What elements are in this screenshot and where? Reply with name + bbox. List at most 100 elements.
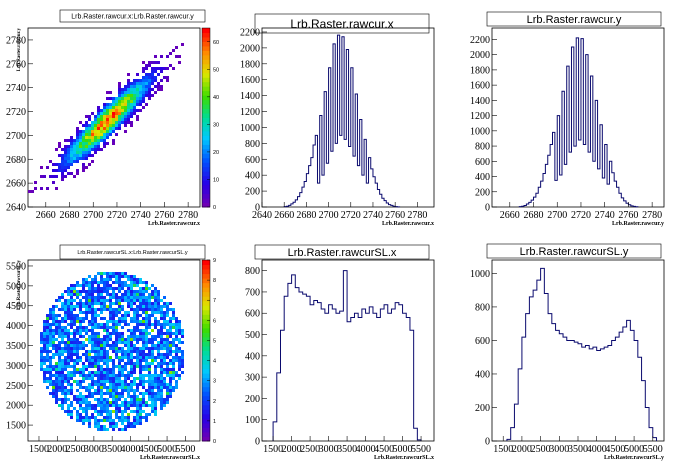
heatmap-cell xyxy=(157,398,160,401)
heatmap-cell xyxy=(151,347,154,350)
heatmap-cell xyxy=(88,311,91,314)
heatmap-cell xyxy=(118,359,121,362)
heatmap-cell xyxy=(103,401,106,404)
colorbar-segment xyxy=(202,278,210,284)
heatmap-cell xyxy=(85,407,88,410)
heatmap-cell xyxy=(130,305,133,308)
heatmap-cell xyxy=(46,371,49,374)
heatmap-cell xyxy=(64,299,67,302)
heatmap-cell xyxy=(148,371,151,374)
heatmap-cell xyxy=(43,326,46,329)
heatmap-cell xyxy=(64,335,67,338)
heatmap-cell xyxy=(106,416,109,419)
heatmap-cell xyxy=(94,320,97,323)
heatmap-cell xyxy=(121,395,124,398)
heatmap-cell xyxy=(160,392,163,395)
heatmap-cell xyxy=(166,305,169,308)
heatmap-cell xyxy=(85,401,88,404)
heatmap-cell xyxy=(46,323,49,326)
histogram-bin xyxy=(324,92,326,207)
heatmap-cell xyxy=(145,338,148,341)
heatmap-cell xyxy=(100,130,103,133)
heatmap-cell xyxy=(112,401,115,404)
heatmap-cell xyxy=(121,374,124,377)
heatmap-cell xyxy=(82,422,85,425)
heatmap-cell xyxy=(160,377,163,380)
heatmap-cell xyxy=(160,308,163,311)
heatmap-cell xyxy=(91,383,94,386)
heatmap-cell xyxy=(70,377,73,380)
heatmap-cell xyxy=(43,344,46,347)
histogram-bin xyxy=(303,294,307,441)
heatmap-cell xyxy=(124,416,127,419)
colorbar-segment xyxy=(202,95,210,101)
heatmap-cell xyxy=(139,281,142,284)
heatmap-cell xyxy=(64,157,67,160)
heatmap-cell xyxy=(109,287,112,290)
heatmap-cell xyxy=(61,154,64,157)
heatmap-cell xyxy=(130,389,133,392)
heatmap-cell xyxy=(109,383,112,386)
y-tick-label: 200 xyxy=(475,187,490,198)
heatmap-cell xyxy=(151,374,154,377)
y-tick-label: 1600 xyxy=(470,81,490,92)
heatmap-cell xyxy=(112,386,115,389)
colorbar-segment xyxy=(202,418,210,424)
heatmap-cell xyxy=(97,314,100,317)
heatmap-cell xyxy=(85,308,88,311)
heatmap-cell xyxy=(121,320,124,323)
heatmap-cell xyxy=(121,106,124,109)
heatmap-cell xyxy=(61,169,64,172)
heatmap-cell xyxy=(160,305,163,308)
x-axis-label: Lrb.Raster.rawcurSL.x xyxy=(140,455,200,461)
heatmap-cell xyxy=(136,416,139,419)
heatmap-cell xyxy=(82,290,85,293)
heatmap-cell xyxy=(109,374,112,377)
heatmap-cell xyxy=(115,308,118,311)
heatmap-cell xyxy=(139,413,142,416)
colorbar-segment xyxy=(202,130,210,136)
heatmap-cell xyxy=(97,410,100,413)
heatmap-cell xyxy=(145,67,148,70)
heatmap-cell xyxy=(151,82,154,85)
heatmap-cell xyxy=(154,410,157,413)
heatmap-cell xyxy=(82,148,85,151)
heatmap-cell xyxy=(160,311,163,314)
heatmap-cell xyxy=(100,317,103,320)
heatmap-cell xyxy=(175,359,178,362)
heatmap-cell xyxy=(103,359,106,362)
heatmap-cell xyxy=(136,284,139,287)
heatmap-cell xyxy=(49,338,52,341)
heatmap-cell xyxy=(112,323,115,326)
x-tick-label: 5000 xyxy=(624,444,644,455)
histogram-bin xyxy=(354,313,358,441)
heatmap-cell xyxy=(118,377,121,380)
heatmap-cell xyxy=(169,347,172,350)
heatmap-cell xyxy=(124,296,127,299)
heatmap-cell xyxy=(154,299,157,302)
heatmap-cell xyxy=(118,88,121,91)
heatmap-cell xyxy=(151,362,154,365)
heatmap-cell xyxy=(154,377,157,380)
heatmap-cell xyxy=(163,76,166,79)
heatmap-cell xyxy=(166,341,169,344)
heatmap-cell xyxy=(136,85,139,88)
heatmap-cell xyxy=(40,341,43,344)
colorbar-tick-label: 10 xyxy=(213,177,219,183)
heatmap-cell xyxy=(46,365,49,368)
heatmap-cell xyxy=(130,332,133,335)
heatmap-cell xyxy=(136,299,139,302)
heatmap-cell xyxy=(64,329,67,332)
colorbar-tick-label: 1 xyxy=(213,419,216,425)
colorbar-segment xyxy=(202,36,210,42)
heatmap-cell xyxy=(109,419,112,422)
heatmap-cell xyxy=(118,118,121,121)
heatmap-cell xyxy=(145,329,148,332)
heatmap-cell xyxy=(40,166,43,169)
heatmap-cell xyxy=(76,320,79,323)
heatmap-cell xyxy=(136,377,139,380)
heatmap-cell xyxy=(139,100,142,103)
heatmap-cell xyxy=(139,365,142,368)
